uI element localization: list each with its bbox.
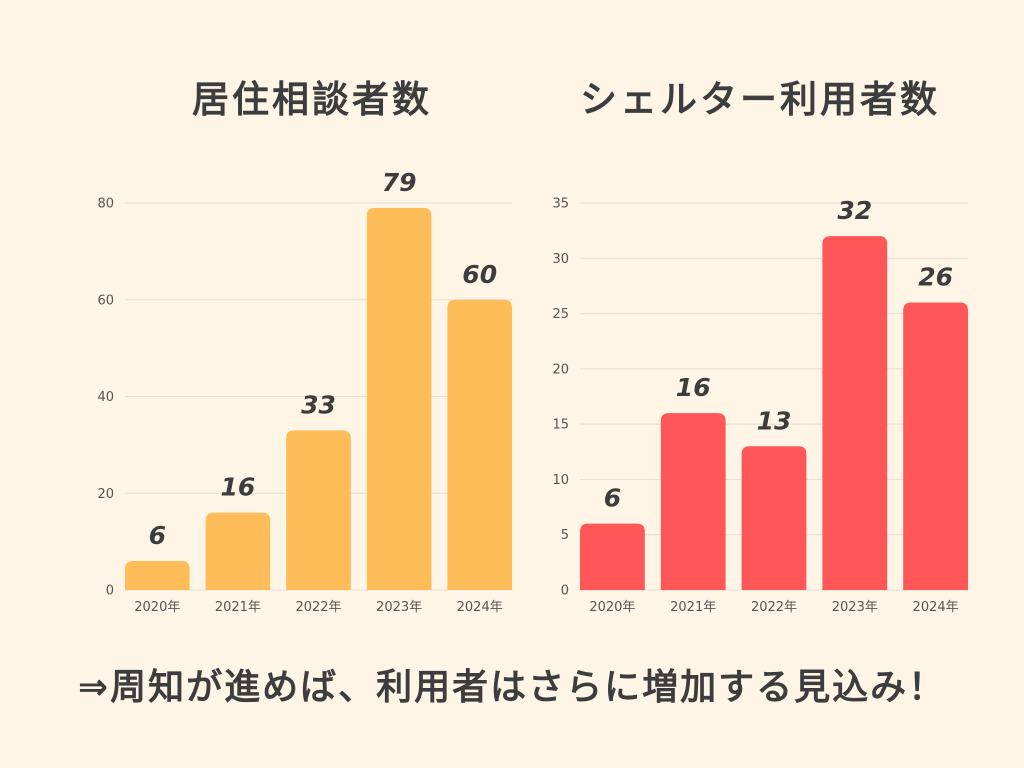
residence-consultations-chart: 0 20 40 60 80 6 2020年 16 2021年 33 2022年 79 2023年 60 20… bbox=[97, 168, 512, 615]
residence-consultations-data-label: 16 bbox=[221, 473, 256, 502]
shelter-users-y-tick-label: 30 bbox=[552, 252, 569, 267]
shelter-users-y-tick-label: 25 bbox=[552, 307, 569, 322]
residence-consultations-y-tick-label: 80 bbox=[97, 197, 114, 212]
residence-consultations-y-tick-label: 60 bbox=[97, 293, 114, 308]
shelter-users-chart: 0 5 10 15 20 25 30 35 6 2020年 16 2021年 13 2022年 32 2023… bbox=[552, 196, 968, 615]
shelter-users-y-tick-label: 10 bbox=[552, 473, 569, 488]
shelter-users-title: シェルター利用者数 bbox=[580, 78, 940, 121]
shelter-users-y-tick-label: 35 bbox=[552, 197, 569, 212]
shelter-users-y-tick-label: 20 bbox=[552, 362, 569, 377]
residence-consultations-y-tick-label: 40 bbox=[97, 390, 114, 405]
residence-consultations-x-tick-label: 2021年 bbox=[215, 600, 261, 615]
shelter-users-data-label: 32 bbox=[837, 196, 872, 225]
shelter-users-y-tick-label: 15 bbox=[552, 418, 569, 433]
residence-consultations-bar bbox=[125, 560, 190, 590]
shelter-users-x-tick-label: 2023年 bbox=[832, 600, 878, 615]
shelter-users-bar bbox=[660, 413, 726, 590]
residence-consultations-title: 居住相談者数 bbox=[192, 78, 432, 121]
shelter-users-bar bbox=[741, 446, 807, 590]
residence-consultations-x-tick-label: 2022年 bbox=[295, 600, 341, 615]
shelter-users-x-tick-label: 2024年 bbox=[913, 600, 959, 615]
shelter-users-x-tick-label: 2022年 bbox=[751, 600, 797, 615]
residence-consultations-data-label: 60 bbox=[462, 260, 497, 289]
residence-consultations-x-tick-label: 2023年 bbox=[376, 600, 422, 615]
residence-consultations-x-tick-label: 2020年 bbox=[134, 600, 180, 615]
residence-consultations-bar bbox=[286, 430, 351, 590]
residence-consultations-x-tick-label: 2024年 bbox=[457, 600, 503, 615]
residence-consultations-y-tick-label: 0 bbox=[106, 584, 114, 599]
residence-consultations-bar bbox=[447, 299, 512, 590]
shelter-users-data-label: 13 bbox=[757, 406, 792, 435]
outlook-message: ⇒周知が進めば、利用者はさらに増加する見込み！ bbox=[77, 667, 947, 708]
shelter-users-data-label: 16 bbox=[676, 373, 711, 402]
shelter-users-bar bbox=[580, 523, 645, 590]
shelter-users-data-label: 26 bbox=[918, 263, 953, 292]
residence-consultations-bar bbox=[366, 207, 432, 590]
shelter-users-y-tick-label: 0 bbox=[561, 584, 569, 599]
residence-consultations-y-tick-label: 20 bbox=[97, 487, 114, 502]
residence-consultations-data-label: 6 bbox=[149, 521, 166, 550]
shelter-users-x-tick-label: 2020年 bbox=[589, 600, 635, 615]
shelter-users-x-tick-label: 2021年 bbox=[670, 600, 716, 615]
residence-consultations-bar bbox=[205, 512, 271, 590]
residence-consultations-data-label: 33 bbox=[301, 390, 336, 419]
residence-consultations-data-label: 79 bbox=[382, 168, 417, 197]
shelter-users-data-label: 6 bbox=[604, 484, 621, 513]
shelter-users-bar bbox=[903, 302, 968, 590]
shelter-users-bar bbox=[822, 236, 888, 590]
shelter-users-y-tick-label: 5 bbox=[561, 528, 569, 543]
